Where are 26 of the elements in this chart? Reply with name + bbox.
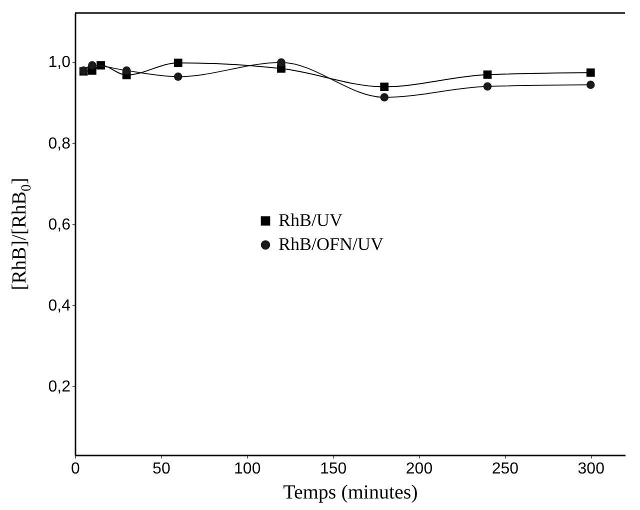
point bbox=[586, 80, 595, 89]
x-axis-title: Temps (minutes) bbox=[283, 482, 418, 504]
x-tick-label: 50 bbox=[152, 460, 170, 478]
point bbox=[174, 58, 182, 68]
point bbox=[483, 82, 492, 91]
x-tick-label: 100 bbox=[234, 460, 261, 478]
point bbox=[380, 93, 389, 102]
legend-label: RhB/UV bbox=[278, 210, 343, 230]
y-tick-label: 0,6 bbox=[48, 216, 71, 234]
y-tick-label: 0,8 bbox=[48, 135, 71, 152]
x-tick-label: 0 bbox=[71, 460, 80, 478]
x-tick-label: 150 bbox=[320, 460, 347, 478]
y-tick-label: 1,0 bbox=[48, 54, 71, 72]
point bbox=[586, 68, 595, 77]
point bbox=[88, 61, 96, 70]
point bbox=[122, 66, 131, 75]
x-tick-label: 250 bbox=[492, 460, 519, 478]
y-tick-label: 0,2 bbox=[48, 378, 71, 396]
x-tick-label: 200 bbox=[406, 460, 433, 478]
point bbox=[277, 58, 286, 67]
legend-label: RhB/OFN/UV bbox=[278, 234, 384, 254]
point bbox=[380, 82, 389, 91]
point bbox=[174, 72, 182, 81]
x-tick-label: 300 bbox=[578, 460, 605, 478]
point bbox=[483, 70, 492, 79]
y-tick-label: 0,4 bbox=[48, 297, 71, 314]
